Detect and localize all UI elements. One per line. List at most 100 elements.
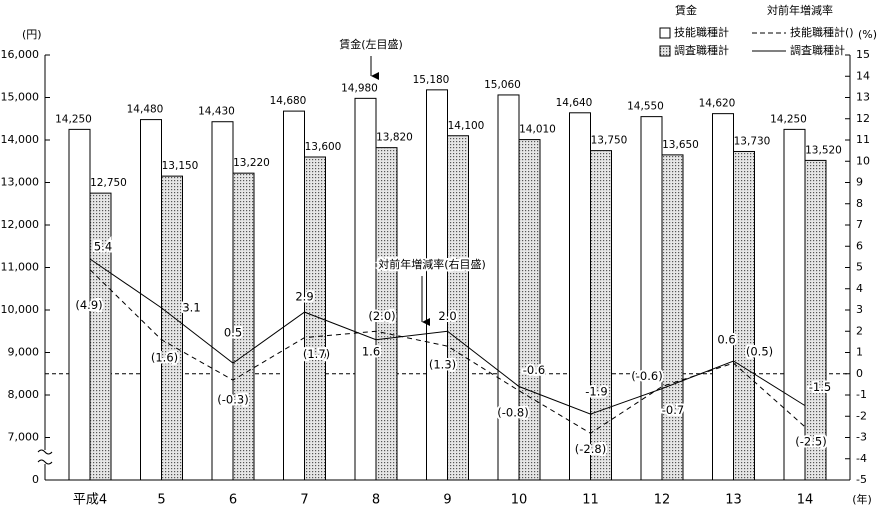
axis-break xyxy=(37,449,53,465)
bar-value-label: 14,250 xyxy=(770,113,807,125)
legend-label: 技能職種計 xyxy=(674,25,729,39)
bar-value-label: 14,250 xyxy=(55,113,92,125)
y-tick-label: 0 xyxy=(32,473,39,486)
legend-title: 賃金 xyxy=(675,3,697,17)
bar-value-label: 14,680 xyxy=(270,95,307,107)
bar xyxy=(497,94,520,481)
y2-tick-label: 0 xyxy=(856,367,863,380)
line-value-label: -0.6 xyxy=(523,363,545,377)
x-tick-label: 平成4 xyxy=(73,493,107,508)
bar-value-label: 14,980 xyxy=(341,82,378,94)
line-value-label: 2.0 xyxy=(438,309,456,323)
bar-value-label: 13,730 xyxy=(734,135,771,147)
y-tick-label: 15,000 xyxy=(1,91,40,104)
bar-value-label: 13,750 xyxy=(591,135,628,147)
legend-swatch xyxy=(659,45,671,57)
bar-value-label: 14,620 xyxy=(699,98,736,110)
legend-label: 技能職種計() xyxy=(790,25,854,39)
line xyxy=(89,258,806,415)
y-tick-label: 12,000 xyxy=(1,218,40,231)
bar xyxy=(733,150,755,481)
bar-value-label: 14,430 xyxy=(198,106,235,118)
bar-value-label: 14,010 xyxy=(519,124,556,136)
x-tick-label: 6 xyxy=(229,493,237,508)
bar xyxy=(447,135,469,481)
y2-tick-label: 14 xyxy=(856,69,870,82)
line-value-label: 5.4 xyxy=(94,240,112,254)
y2-tick-label: 11 xyxy=(856,133,870,146)
line-value-label: (1.6) xyxy=(151,350,178,364)
x-tick-label: 13 xyxy=(725,493,742,508)
y2-tick-label: 8 xyxy=(856,197,863,210)
legend-label: 調査職種計 xyxy=(790,43,845,57)
line-value-label: -0.7 xyxy=(662,403,684,417)
y2-tick-label: 6 xyxy=(856,239,863,252)
bar xyxy=(89,192,112,481)
y-tick-label: 9,000 xyxy=(8,346,40,359)
line-value-label: 2.9 xyxy=(295,290,313,304)
y2-tick-label: 4 xyxy=(856,282,863,295)
break-mark xyxy=(37,449,53,465)
y2-tick-label: 1 xyxy=(856,346,863,359)
bar xyxy=(518,139,541,481)
y2-tick-label: 7 xyxy=(856,218,863,231)
y2-tick-label: -2 xyxy=(856,409,867,422)
bar-value-label: 15,060 xyxy=(484,79,521,91)
y2-tick-label: -4 xyxy=(856,452,867,465)
y-tick-label: 16,000 xyxy=(1,48,40,61)
bar xyxy=(783,128,806,481)
legend-title: 対前年増減率 xyxy=(767,3,833,17)
x-tick-label: 5 xyxy=(157,493,165,508)
x-tick-label: 9 xyxy=(443,493,451,508)
x-tick-label: 12 xyxy=(654,493,671,508)
bar-value-label: 13,520 xyxy=(805,144,842,156)
x-tick-label: 11 xyxy=(582,493,599,508)
line-value-label: -1.5 xyxy=(809,380,831,394)
y2-tick-label: 5 xyxy=(856,261,863,274)
y2-tick-label: -3 xyxy=(856,431,867,444)
y-tick-label: 13,000 xyxy=(1,176,40,189)
bar-value-label: 15,180 xyxy=(413,74,450,86)
line-value-label: -1.9 xyxy=(585,385,607,399)
bar xyxy=(590,150,612,481)
plot: 0 7,000 8,000 9,000 10,000 11,000 12,000 13,000… xyxy=(1,48,871,486)
x-tick-label: 7 xyxy=(300,493,308,508)
y2-tick-label: 2 xyxy=(856,324,863,337)
line-value-label: (4.9) xyxy=(75,298,102,312)
bar-value-label: 13,650 xyxy=(662,139,699,151)
line-value-label: (-0.3) xyxy=(217,393,248,407)
x-tick-label: 10 xyxy=(511,493,528,508)
y-tick-label: 11,000 xyxy=(1,261,40,274)
y2-unit: (%) xyxy=(858,28,877,41)
bar xyxy=(661,154,684,481)
line-value-label: (1.3) xyxy=(429,358,456,372)
line-value-label: (0.5) xyxy=(746,345,773,359)
bar xyxy=(712,113,734,481)
line-value-label: 1.6 xyxy=(362,344,380,358)
bar xyxy=(211,121,234,481)
x-tick-label: 14 xyxy=(797,493,814,508)
annotation: 対前年増減率(右目盛) xyxy=(378,257,486,271)
bar-value-label: 14,550 xyxy=(627,101,664,113)
bar xyxy=(426,89,448,481)
line-value-label: (-0.8) xyxy=(497,405,528,419)
legend-label: 調査職種計 xyxy=(674,43,729,57)
line-value-label: (1.7) xyxy=(303,347,330,361)
bar-value-label: 13,600 xyxy=(305,141,342,153)
line-value-label: (-2.8) xyxy=(575,442,606,456)
annotation: 賃金(左目盛) xyxy=(339,37,403,51)
y2-tick-label: 9 xyxy=(856,176,863,189)
line-value-label: 0.5 xyxy=(224,326,242,340)
y-tick-label: 10,000 xyxy=(1,303,40,316)
bar-value-label: 14,480 xyxy=(127,104,164,116)
y2-tick-label: 12 xyxy=(856,112,870,125)
line-value-label: (-2.5) xyxy=(795,434,826,448)
legend-swatch xyxy=(659,27,671,39)
bar-value-label: 12,750 xyxy=(90,177,127,189)
y-tick-label: 7,000 xyxy=(8,431,40,444)
bar-value-label: 14,640 xyxy=(556,97,593,109)
bar-value-label: 13,150 xyxy=(162,160,199,172)
line-value-label: (2.0) xyxy=(368,309,395,323)
line-value-label: 3.1 xyxy=(182,300,200,314)
y-tick-label: 14,000 xyxy=(1,133,40,146)
